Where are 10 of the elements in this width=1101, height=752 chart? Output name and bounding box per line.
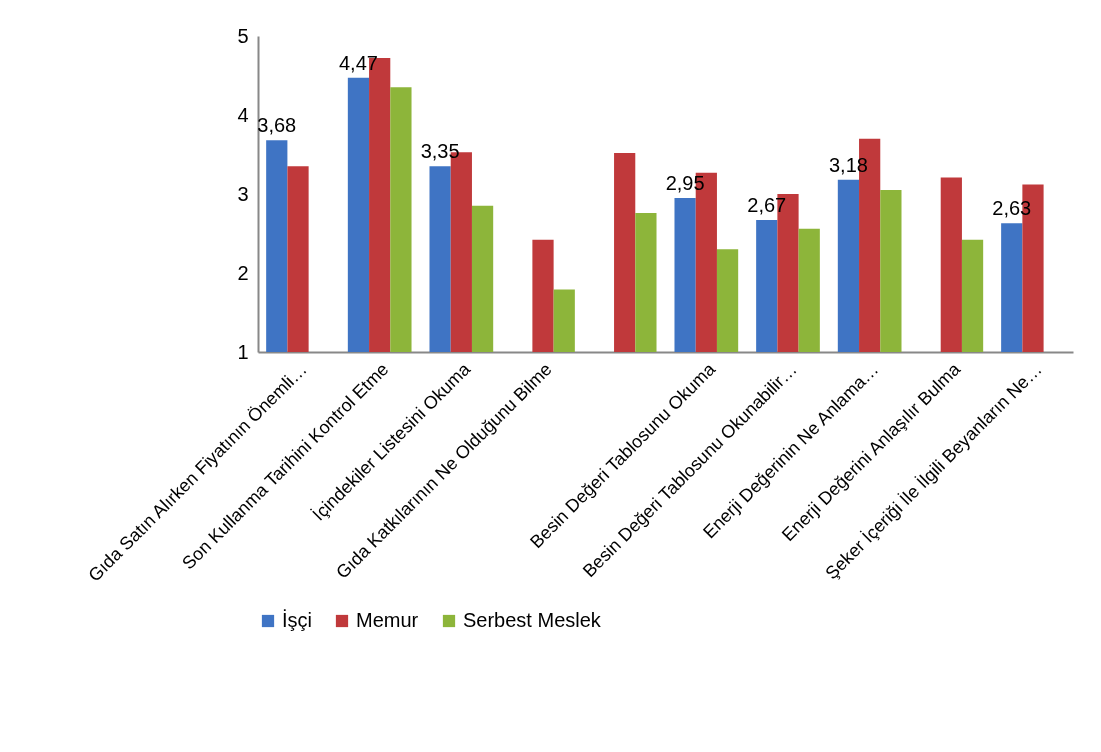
legend-label: İşçi xyxy=(282,609,312,631)
legend-label: Serbest Meslek xyxy=(463,609,602,631)
y-tick-label: 2 xyxy=(237,261,249,284)
data-label: 3,68 xyxy=(257,114,297,137)
y-tick-label: 1 xyxy=(237,340,249,363)
y-tick-label: 3 xyxy=(237,182,249,205)
y-tick-label: 5 xyxy=(237,24,249,47)
y-tick-label: 4 xyxy=(237,103,249,126)
data-label: 3,35 xyxy=(420,140,460,163)
legend-label: Memur xyxy=(356,609,419,631)
